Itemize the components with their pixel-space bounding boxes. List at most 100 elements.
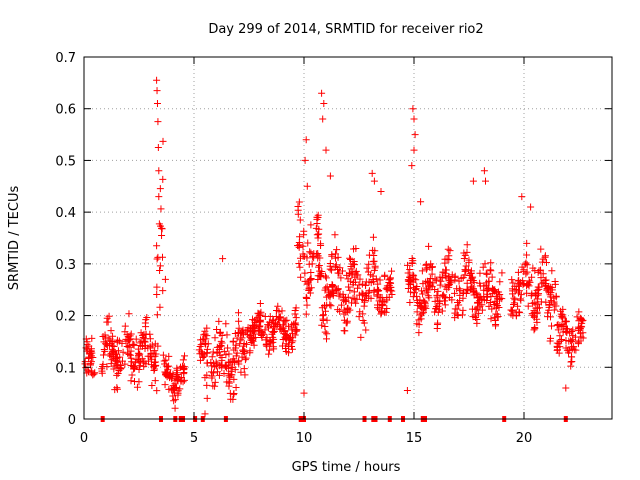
data-point [377, 187, 385, 195]
data-point [306, 275, 314, 283]
data-point [509, 312, 517, 320]
data-point [350, 260, 358, 268]
data-point [115, 366, 123, 374]
data-point [355, 313, 363, 321]
data-point [566, 346, 574, 354]
data-point [126, 336, 134, 344]
data-point [409, 105, 417, 113]
data-point [372, 275, 380, 283]
data-point [318, 267, 326, 275]
data-point [528, 273, 536, 281]
data-point [495, 304, 503, 312]
data-point [112, 355, 120, 363]
data-point [448, 271, 456, 279]
data-point [542, 276, 550, 284]
data-point [349, 294, 357, 302]
data-point [218, 356, 226, 364]
data-point [150, 359, 158, 367]
data-point [455, 277, 463, 285]
data-point [171, 404, 179, 412]
data-point [371, 247, 379, 255]
data-point [257, 330, 265, 338]
data-point [317, 240, 325, 248]
data-point [121, 360, 129, 368]
data-point [441, 297, 449, 305]
data-point [344, 293, 352, 301]
data-point [565, 337, 573, 345]
data-point [491, 317, 499, 325]
data-point [150, 366, 158, 374]
data-point [376, 276, 384, 284]
data-point [305, 285, 313, 293]
data-point [544, 284, 552, 292]
data-point [154, 342, 162, 350]
data-point [461, 267, 469, 275]
data-point [203, 359, 211, 367]
data-point [486, 266, 494, 274]
data-point [413, 283, 421, 291]
data-point [321, 322, 329, 330]
data-point [87, 358, 95, 366]
data-point [560, 322, 568, 330]
data-point [121, 328, 129, 336]
data-point [448, 296, 456, 304]
data-point [171, 389, 179, 397]
data-point [512, 309, 520, 317]
data-point [438, 307, 446, 315]
data-point [313, 231, 321, 239]
data-point [123, 343, 131, 351]
data-point [492, 292, 500, 300]
data-point [161, 275, 169, 283]
data-point [102, 334, 110, 342]
data-point [316, 271, 324, 279]
data-point [302, 310, 310, 318]
data-point [523, 261, 531, 269]
data-point [539, 270, 547, 278]
data-point [339, 267, 347, 275]
data-point [434, 308, 442, 316]
data-point [203, 332, 211, 340]
data-point [315, 263, 323, 271]
data-point [475, 309, 483, 317]
data-point [149, 349, 157, 357]
data-point [436, 273, 444, 281]
data-point [159, 137, 167, 145]
data-point [304, 239, 312, 247]
data-point [537, 245, 545, 253]
y-tick-label: 0.3 [55, 258, 76, 273]
data-point [537, 274, 545, 282]
data-point [425, 294, 433, 302]
data-point [343, 305, 351, 313]
data-point [295, 238, 303, 246]
data-point [483, 270, 491, 278]
data-point [568, 328, 576, 336]
data-point [534, 283, 542, 291]
data-point [473, 290, 481, 298]
data-point [108, 342, 116, 350]
data-point [326, 262, 334, 270]
data-point [323, 330, 331, 338]
data-point [359, 316, 367, 324]
data-point [110, 349, 118, 357]
data-point [374, 280, 382, 288]
data-point [357, 333, 365, 341]
data-point [329, 287, 337, 295]
data-point [225, 372, 233, 380]
data-point [463, 248, 471, 256]
data-point [322, 307, 330, 315]
data-point [207, 359, 215, 367]
data-point [225, 382, 233, 390]
data-point [162, 369, 170, 377]
data-point [487, 267, 495, 275]
data-point [406, 298, 414, 306]
data-point [335, 269, 343, 277]
data-point [222, 320, 230, 328]
data-point [105, 312, 113, 320]
data-point [180, 363, 188, 371]
data-point [446, 276, 454, 284]
data-point [229, 338, 237, 346]
data-point [433, 291, 441, 299]
data-point [518, 193, 526, 201]
data-point [562, 317, 570, 325]
data-point [107, 327, 115, 335]
